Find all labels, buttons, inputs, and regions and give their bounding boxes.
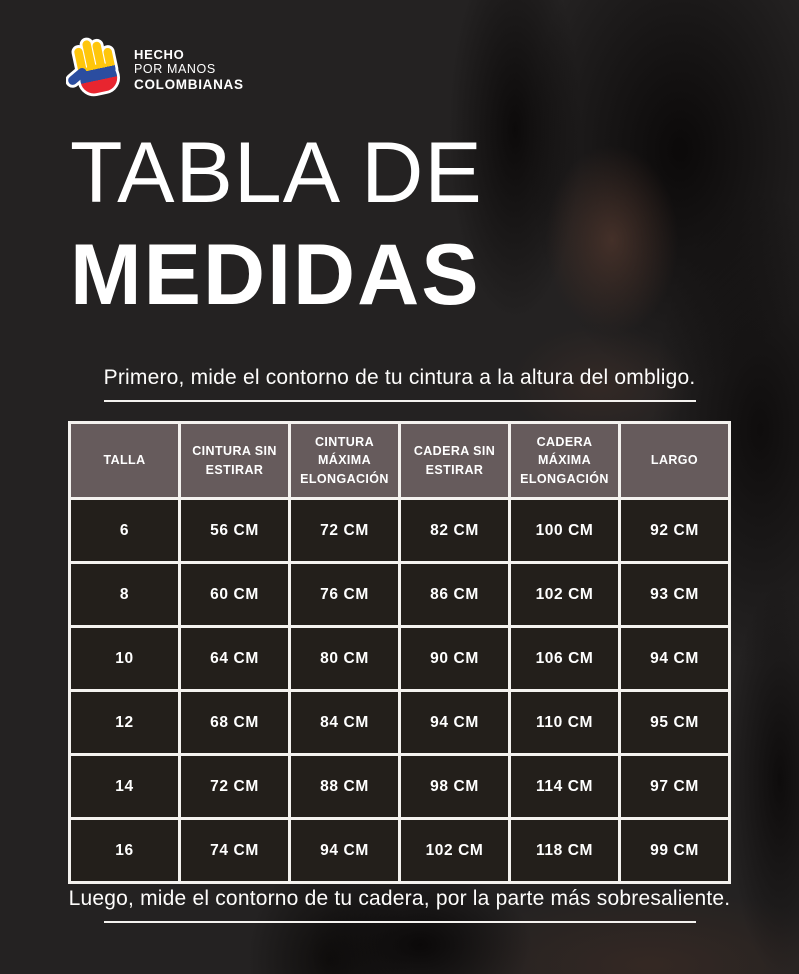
table-header-row: TALLA CINTURA SIN ESTIRAR CINTURA MÁXIMA… [68,421,731,500]
column-header-cadera-sin-estirar: CADERA SIN ESTIRAR [398,421,511,500]
table-row-size-12: 12 68 CM 84 CM 94 CM 110 CM 95 CM [68,689,731,756]
cell-value: 60 CM [178,561,291,628]
brand-word-colombianas: COLOMBIANAS [134,77,244,92]
cell-value: 82 CM [398,497,511,564]
cell-value: 64 CM [178,625,291,692]
cell-value: 76 CM [288,561,401,628]
table-row-size-10: 10 64 CM 80 CM 90 CM 106 CM 94 CM [68,625,731,692]
cell-value: 94 CM [618,625,731,692]
cell-value: 95 CM [618,689,731,756]
page-title-line1: TABLA DE [70,125,483,221]
divider-line-top [103,400,696,402]
table-row-size-8: 8 60 CM 76 CM 86 CM 102 CM 93 CM [68,561,731,628]
cell-value: 106 CM [508,625,621,692]
measurements-table: TALLA CINTURA SIN ESTIRAR CINTURA MÁXIMA… [68,421,731,884]
column-header-cadera-maxima-elongacion: CADERA MÁXIMA ELONGACIÓN [508,421,621,500]
hand-flag-icon [66,32,122,104]
brand-word-hecho: HECHO [134,47,185,62]
cell-talla: 14 [68,753,181,820]
cell-value: 86 CM [398,561,511,628]
cell-value: 102 CM [398,817,511,884]
table-row-size-16: 16 74 CM 94 CM 102 CM 118 CM 99 CM [68,817,731,884]
instruction-waist-text: Primero, mide el contorno de tu cintura … [103,366,696,389]
cell-value: 88 CM [288,753,401,820]
instruction-hip: Luego, mide el contorno de tu cadera, po… [0,887,799,923]
table-row-size-14: 14 72 CM 88 CM 98 CM 114 CM 97 CM [68,753,731,820]
column-header-cintura-maxima-elongacion: CINTURA MÁXIMA ELONGACIÓN [288,421,401,500]
divider-line-bottom [103,921,696,923]
cell-value: 90 CM [398,625,511,692]
instruction-hip-text: Luego, mide el contorno de tu cadera, po… [68,887,731,910]
cell-value: 98 CM [398,753,511,820]
cell-value: 102 CM [508,561,621,628]
cell-value: 84 CM [288,689,401,756]
page-title: TABLA DE MEDIDAS [70,122,483,326]
cell-value: 118 CM [508,817,621,884]
instruction-waist: Primero, mide el contorno de tu cintura … [0,366,799,402]
cell-talla: 6 [68,497,181,564]
cell-value: 110 CM [508,689,621,756]
cell-value: 74 CM [178,817,291,884]
cell-value: 93 CM [618,561,731,628]
brand-word-por-manos: POR MANOS [134,62,216,76]
cell-value: 99 CM [618,817,731,884]
cell-value: 94 CM [288,817,401,884]
cell-value: 68 CM [178,689,291,756]
cell-talla: 16 [68,817,181,884]
cell-talla: 10 [68,625,181,692]
cell-value: 100 CM [508,497,621,564]
brand-wordmark: HECHO POR MANOS COLOMBIANAS [134,47,244,92]
cell-value: 97 CM [618,753,731,820]
brand-logo: HECHO POR MANOS COLOMBIANAS [66,32,244,104]
column-header-talla: TALLA [68,421,181,500]
cell-value: 114 CM [508,753,621,820]
cell-value: 56 CM [178,497,291,564]
cell-value: 80 CM [288,625,401,692]
cell-value: 94 CM [398,689,511,756]
column-header-largo: LARGO [618,421,731,500]
cell-value: 72 CM [288,497,401,564]
page-title-line2: MEDIDAS [70,227,481,323]
cell-value: 92 CM [618,497,731,564]
cell-value: 72 CM [178,753,291,820]
cell-talla: 8 [68,561,181,628]
column-header-cintura-sin-estirar: CINTURA SIN ESTIRAR [178,421,291,500]
cell-talla: 12 [68,689,181,756]
table-row-size-6: 6 56 CM 72 CM 82 CM 100 CM 92 CM [68,497,731,564]
